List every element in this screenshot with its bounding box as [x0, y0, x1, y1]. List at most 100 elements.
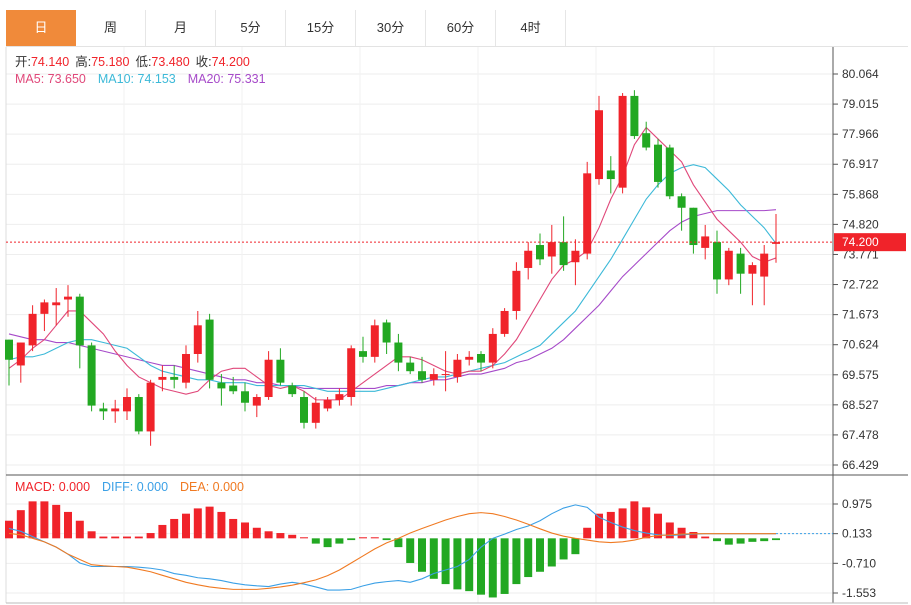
macd-lines: [8, 504, 833, 591]
macd-bar: [264, 531, 273, 539]
price-axis: 80.06479.01577.96676.91775.86874.82073.7…: [833, 67, 879, 472]
macd-bar: [146, 533, 155, 539]
tab-5min[interactable]: 5分: [216, 10, 286, 46]
tab-month[interactable]: 月: [146, 10, 216, 46]
candle-body: [359, 351, 367, 357]
candle-body: [288, 385, 297, 395]
price-tick-label: 70.624: [842, 338, 879, 352]
macd-bar: [323, 538, 332, 548]
macd-bar: [677, 527, 686, 539]
macd-bar: [359, 537, 367, 539]
macd-bar: [500, 538, 509, 594]
candle-body: [618, 95, 627, 188]
macd-bar: [217, 511, 226, 539]
ohlc-readout: 开:74.140 高:75.180 低:73.480 收:74.200: [15, 54, 250, 69]
tab-15min[interactable]: 15分: [286, 10, 356, 46]
candle-body: [323, 399, 332, 409]
tab-60min[interactable]: 60分: [426, 10, 496, 46]
candle-body: [736, 253, 745, 274]
ma5-line: [8, 126, 777, 401]
macd-bar: [134, 536, 143, 539]
macd-bar: [75, 520, 84, 539]
macd-bar: [701, 536, 710, 539]
macd-bar: [512, 538, 521, 585]
macd-bar: [347, 538, 356, 541]
candle-body: [606, 170, 615, 180]
macd-bar: [465, 538, 474, 592]
macd-bar: [182, 513, 190, 539]
candle-body: [772, 242, 780, 244]
tab-day[interactable]: 日: [6, 10, 76, 46]
candle-body: [406, 362, 415, 372]
candle-body: [465, 356, 474, 360]
macd-bar: [111, 536, 120, 539]
macd-bar: [642, 507, 651, 539]
candle-body: [559, 242, 568, 266]
candle-body: [713, 242, 721, 280]
tab-week[interactable]: 周: [76, 10, 146, 46]
candle-body: [524, 250, 533, 268]
macd-bar: [170, 518, 179, 539]
macd-tick-label: -0.710: [842, 556, 876, 570]
macd-bar: [772, 538, 780, 541]
price-tick-label: 74.820: [842, 217, 879, 231]
low-label: 低:: [135, 55, 151, 69]
open-label: 开:: [15, 55, 31, 69]
candle-body: [677, 196, 686, 208]
macd-bar: [394, 538, 403, 548]
candle-body: [595, 110, 603, 180]
candle-body: [146, 382, 155, 432]
candle-body: [264, 359, 273, 398]
candle-body: [760, 253, 769, 277]
tab-4hour[interactable]: 4时: [496, 10, 566, 46]
candle-body: [276, 359, 285, 383]
macd-bar: [606, 511, 615, 539]
macd-bar: [654, 513, 662, 539]
candle-body: [512, 270, 521, 311]
candle-body: [382, 322, 391, 343]
macd-bar: [288, 534, 297, 539]
candle-body: [394, 342, 403, 363]
macd-bar: [28, 501, 37, 539]
candle-body: [252, 397, 261, 406]
candle-body: [347, 348, 356, 398]
high-label: 高:: [75, 54, 91, 69]
candle-body: [583, 173, 592, 254]
candle-body: [5, 339, 13, 360]
candle-body: [170, 376, 179, 380]
candle-body: [418, 371, 426, 380]
candle-body: [52, 302, 61, 306]
macd-bar: [205, 506, 214, 539]
close-label: 收:: [196, 55, 212, 69]
candle-body: [547, 242, 556, 257]
ma20-line: [8, 209, 777, 389]
candle-body: [536, 245, 544, 260]
dea-label: DEA: 0.000: [180, 480, 244, 494]
price-tick-label: 79.015: [842, 97, 879, 111]
candle-body: [335, 394, 344, 400]
macd-readout: MACD: 0.000 DIFF: 0.000 DEA: 0.000: [15, 480, 244, 494]
macd-bar: [335, 538, 344, 544]
price-tick-label: 76.917: [842, 157, 879, 171]
last-price-marker: 74.200: [6, 233, 906, 252]
candle-body: [500, 310, 509, 334]
candle-body: [571, 250, 580, 263]
price-tick-label: 71.673: [842, 308, 879, 322]
price-tick-label: 72.722: [842, 278, 879, 292]
price-tick-label: 66.429: [842, 458, 879, 472]
grid-lines: [6, 47, 833, 603]
macd-tick-label: 0.133: [842, 527, 872, 541]
price-tick-label: 68.527: [842, 398, 879, 412]
macd-bar: [571, 538, 580, 555]
tab-30min[interactable]: 30分: [356, 10, 426, 46]
macd-bar: [689, 531, 698, 539]
candle-body: [241, 391, 249, 403]
macd-bar: [16, 510, 25, 539]
candle-body: [429, 374, 438, 380]
macd-bar: [87, 531, 96, 539]
candle-body: [630, 95, 639, 137]
candle-body: [441, 374, 450, 376]
candle-body: [40, 302, 49, 314]
macd-tick-label: -1.553: [842, 586, 876, 600]
